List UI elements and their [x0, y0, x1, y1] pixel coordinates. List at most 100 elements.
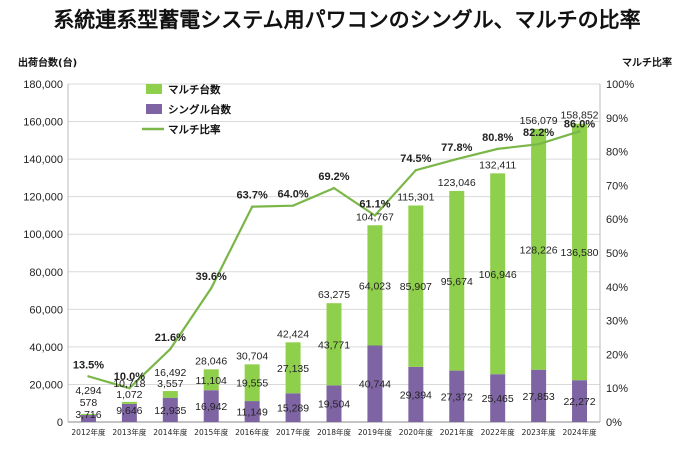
label-total: 63,275: [318, 289, 350, 301]
ratio-point: [496, 147, 499, 151]
bar-single: [572, 380, 588, 422]
bars: [80, 123, 588, 422]
label-multi: 136,580: [561, 247, 599, 259]
y-tick-label: 80,000: [29, 267, 63, 279]
ratio-point: [291, 204, 295, 207]
label-ratio: 13.5%: [73, 359, 104, 371]
legend-label-multi: マルチ台数: [168, 83, 221, 96]
label-multi: 128,226: [520, 244, 558, 256]
label-total: 16,492: [154, 367, 186, 379]
bar-multi: [162, 391, 178, 398]
y-tick-label: 20,000: [29, 379, 63, 391]
bar-single: [80, 415, 96, 422]
bar-single: [121, 403, 137, 422]
y2-tick-label: 20%: [606, 349, 628, 361]
label-total: 104,767: [356, 211, 394, 223]
legend-label-single: シングル台数: [168, 103, 231, 116]
y-tick-label: 0: [57, 417, 63, 429]
bar-single: [408, 366, 424, 422]
x-tick-label: 2020年度: [399, 427, 434, 437]
y-tick-label: 160,000: [23, 117, 63, 129]
bar-multi: [531, 128, 547, 370]
ratio-point: [169, 347, 172, 351]
ratio-point: [373, 214, 377, 217]
x-tick-label: 2024年度: [562, 427, 597, 437]
label-ratio: 61.1%: [359, 198, 390, 210]
label-multi: 27,135: [277, 363, 309, 375]
label-ratio: 69.2%: [318, 171, 349, 183]
label-ratio: 10.0%: [114, 371, 145, 383]
y-tick-label: 180,000: [23, 79, 63, 91]
label-multi: 19,555: [236, 378, 268, 390]
label-total: 4,294: [75, 385, 101, 397]
label-ratio: 21.6%: [155, 332, 186, 344]
legend-swatch-multi: [146, 84, 162, 94]
ratio-point: [414, 168, 418, 172]
bar-multi: [572, 123, 588, 381]
bar-multi: [121, 401, 137, 404]
x-tick-label: 2012年度: [71, 427, 106, 437]
ratio-point: [128, 387, 131, 390]
label-single: 27,853: [523, 391, 555, 403]
label-total: 123,046: [438, 177, 476, 189]
label-single: 40,744: [359, 379, 391, 391]
bar-single: [531, 369, 547, 422]
bar-multi: [408, 205, 424, 367]
x-tick-label: 2021年度: [440, 427, 475, 437]
label-ratio: 80.8%: [482, 132, 513, 144]
label-ratio: 64.0%: [277, 189, 308, 201]
ratio-point: [578, 130, 581, 133]
label-single: 27,372: [441, 391, 473, 403]
x-tick-label: 2016年度: [235, 427, 270, 437]
label-multi: 578: [80, 397, 98, 409]
bar-single: [449, 370, 465, 422]
label-single: 29,394: [400, 389, 432, 401]
y2-tick-label: 60%: [606, 214, 628, 226]
y2-axis-title: マルチ比率: [622, 56, 672, 69]
label-single: 16,942: [195, 401, 227, 413]
y-axis-title: 出荷台数(台): [18, 56, 77, 69]
ratio-point: [455, 157, 458, 161]
y-tick-label: 60,000: [29, 304, 63, 316]
label-single: 22,272: [563, 396, 595, 408]
y-tick-label: 100,000: [23, 229, 63, 241]
label-single: 25,465: [482, 393, 514, 405]
label-multi: 11,104: [196, 375, 227, 387]
legend-swatch-single: [146, 104, 162, 114]
label-multi: 106,946: [479, 269, 517, 281]
label-single: 19,504: [318, 399, 350, 411]
bar-single: [326, 385, 342, 422]
y-tick-label: 120,000: [23, 192, 63, 204]
label-total: 158,852: [561, 110, 599, 122]
y2-tick-label: 80%: [606, 147, 628, 159]
bar-multi: [326, 303, 342, 386]
label-total: 30,704: [236, 350, 268, 362]
ratio-point: [210, 286, 213, 290]
label-multi: 43,771: [318, 339, 350, 351]
label-total: 28,046: [195, 355, 227, 367]
label-ratio: 86.0%: [564, 118, 595, 130]
bar-multi: [449, 190, 465, 371]
bar-multi: [203, 369, 219, 391]
label-multi: 95,674: [441, 276, 473, 288]
label-ratio: 39.6%: [196, 271, 227, 283]
ratio-point: [87, 375, 90, 378]
bar-multi: [244, 364, 260, 402]
label-total: 156,079: [520, 115, 558, 127]
y2-tick-label: 100%: [606, 79, 634, 91]
bar-multi: [367, 225, 383, 346]
ratio-point: [537, 142, 540, 146]
x-tick-label: 2014年度: [153, 427, 188, 437]
chart-title: 系統連系型蓄電システム用パワコンのシングル、マルチの比率: [53, 8, 641, 32]
label-multi: 64,023: [359, 280, 391, 292]
bar-multi: [285, 342, 301, 394]
y2-tick-label: 0%: [606, 417, 622, 429]
label-single: 9,646: [116, 405, 142, 417]
label-multi: 3,557: [157, 378, 183, 390]
y2-tick-label: 50%: [606, 248, 628, 260]
label-single: 12,935: [154, 405, 186, 417]
y2-tick-label: 70%: [606, 180, 628, 192]
label-single: 15,289: [277, 403, 309, 415]
x-tick-label: 2013年度: [112, 427, 147, 437]
